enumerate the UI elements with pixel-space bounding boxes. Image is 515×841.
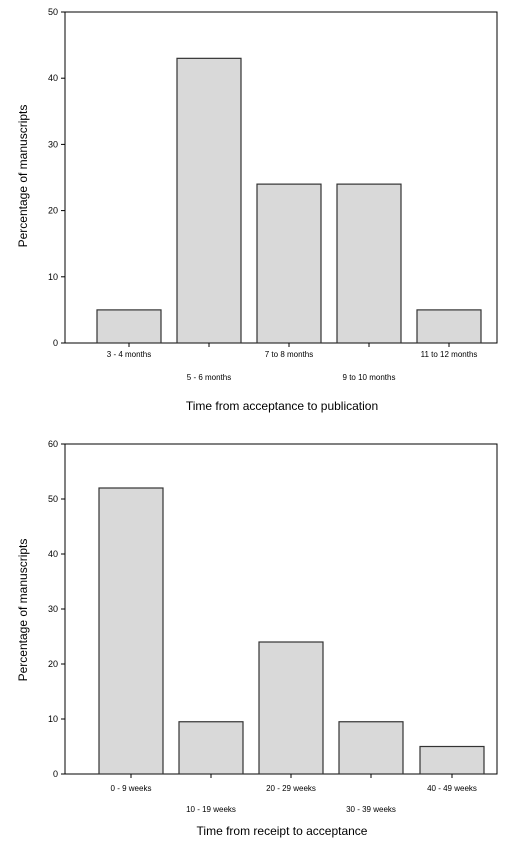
y-axis-ticks: 0 10 20 30 40 50 [48,7,65,348]
x-tick-label: 11 to 12 months [421,350,478,359]
bar [258,641,324,775]
y-tick-label: 50 [48,7,58,17]
x-tick-label: 30 - 39 weeks [346,805,396,814]
bars [96,57,482,344]
y-axis-title: Percentage of manuscripts [16,539,30,682]
y-tick-label: 30 [48,139,58,149]
y-tick-label: 50 [48,494,58,504]
bar [176,57,242,344]
bar [416,309,482,344]
y-tick-label: 0 [53,338,58,348]
bar [419,745,485,775]
bar [98,487,164,775]
chart-receipt-to-acceptance: 0 10 20 30 40 50 60 0 - 9 weeks 10 - 19 weeks 20… [16,439,498,838]
bar [256,183,322,344]
bar [96,309,162,344]
y-axis-title: Percentage of manuscripts [16,105,30,248]
x-axis-title: Time from acceptance to publication [186,399,378,413]
chart-acceptance-to-publication: 0 10 20 30 40 50 3 - 4 months 5 - 6 months 7 to… [16,7,498,413]
y-tick-label: 30 [48,604,58,614]
x-tick-label: 20 - 29 weeks [266,784,316,793]
y-tick-label: 0 [53,769,58,779]
y-axis-ticks: 0 10 20 30 40 50 60 [48,439,65,779]
bar [338,721,404,775]
x-tick-label: 5 - 6 months [187,373,231,382]
x-axis-category-labels: 3 - 4 months 5 - 6 months 7 to 8 months 9 t… [107,343,478,382]
bar [178,721,244,775]
x-tick-label: 7 to 8 months [265,350,313,359]
y-tick-label: 10 [48,272,58,282]
x-tick-label: 40 - 49 weeks [427,784,477,793]
y-tick-label: 20 [48,206,58,216]
y-tick-label: 60 [48,439,58,449]
y-tick-label: 40 [48,73,58,83]
bars [98,487,485,775]
bar [336,183,402,344]
x-tick-label: 10 - 19 weeks [186,805,236,814]
x-tick-label: 3 - 4 months [107,350,151,359]
x-axis-category-labels: 0 - 9 weeks 10 - 19 weeks 20 - 29 weeks 30 … [111,774,477,814]
x-axis-title: Time from receipt to acceptance [197,824,368,838]
y-tick-label: 20 [48,659,58,669]
x-tick-label: 9 to 10 months [343,373,396,382]
y-tick-label: 10 [48,714,58,724]
y-tick-label: 40 [48,549,58,559]
x-tick-label: 0 - 9 weeks [111,784,152,793]
